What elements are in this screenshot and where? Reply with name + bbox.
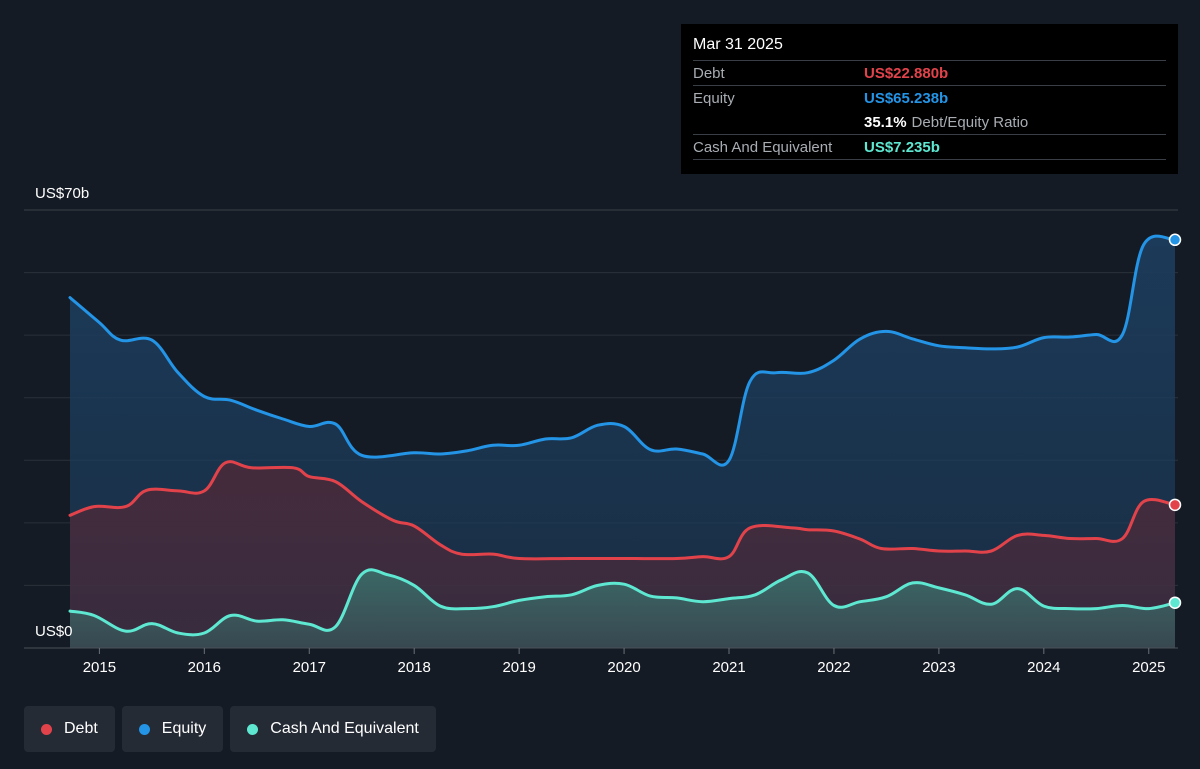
y-axis-top-label: US$70b: [35, 185, 89, 202]
x-tick-label: 2015: [83, 659, 116, 676]
x-tick-label: 2016: [188, 659, 221, 676]
tooltip-cash-label: Cash And Equivalent: [693, 138, 833, 156]
tooltip-ratio-value: 35.1%: [864, 113, 907, 131]
x-tick-label: 2017: [293, 659, 326, 676]
x-tick-label: 2021: [712, 659, 745, 676]
tooltip-equity-label: Equity: [693, 89, 735, 107]
cash-dot-icon: [247, 723, 259, 735]
x-tick-label: 2024: [1027, 659, 1060, 676]
debt-line: [68, 460, 1177, 561]
tooltip-equity-value: US$65.238b: [864, 89, 949, 107]
legend-item-debt[interactable]: Debt: [24, 706, 115, 752]
x-tick-label: 2018: [398, 659, 431, 676]
tooltip-debt-value: US$22.880b: [864, 64, 949, 82]
series-end-markers: [1168, 233, 1182, 609]
cash-line: [68, 568, 1177, 637]
x-tick-label: 2025: [1132, 659, 1165, 676]
legend: Debt Equity Cash And Equivalent: [24, 706, 436, 752]
cash-end-marker: [1168, 596, 1182, 609]
cash-area: [70, 569, 1175, 648]
tooltip-debt-label: Debt: [693, 64, 725, 82]
legend-label-equity: Equity: [161, 720, 207, 737]
tooltip-panel: Mar 31 2025 Debt US$22.880b Equity US$65…: [681, 24, 1178, 174]
x-tick-label: 2022: [817, 659, 850, 676]
x-tick-label: 2019: [502, 659, 535, 676]
x-tick-label: 2020: [607, 659, 640, 676]
tooltip-cash-value: US$7.235b: [864, 138, 940, 156]
y-axis-bottom-label: US$0: [35, 623, 73, 640]
series-areas: [70, 236, 1175, 648]
tooltip-row-cash: Cash And Equivalent US$7.235b: [693, 134, 1166, 160]
equity-dot-icon: [138, 723, 150, 735]
x-tick-label: 2023: [922, 659, 955, 676]
equity-line: [68, 234, 1177, 467]
x-axis: 2015 2016 2017 2018 2019 2020 2021 2022 2023 2024…: [24, 647, 1178, 676]
tooltip-row-equity: Equity US$65.238b: [693, 85, 1166, 110]
tooltip-row-debt: Debt US$22.880b: [693, 60, 1166, 85]
legend-label-debt: Debt: [64, 720, 98, 737]
series-lines: [68, 234, 1177, 637]
tooltip-row-ratio: 35.1% Debt/Equity Ratio: [693, 110, 1166, 134]
debt-end-marker: [1168, 498, 1182, 512]
legend-item-cash[interactable]: Cash And Equivalent: [230, 706, 436, 752]
tooltip-date: Mar 31 2025: [693, 36, 783, 53]
equity-end-marker: [1168, 233, 1182, 247]
debt-dot-icon: [41, 723, 52, 735]
tooltip-ratio-label: Debt/Equity Ratio: [911, 113, 1029, 131]
legend-item-equity[interactable]: Equity: [121, 706, 224, 752]
legend-label-cash: Cash And Equivalent: [270, 720, 419, 737]
